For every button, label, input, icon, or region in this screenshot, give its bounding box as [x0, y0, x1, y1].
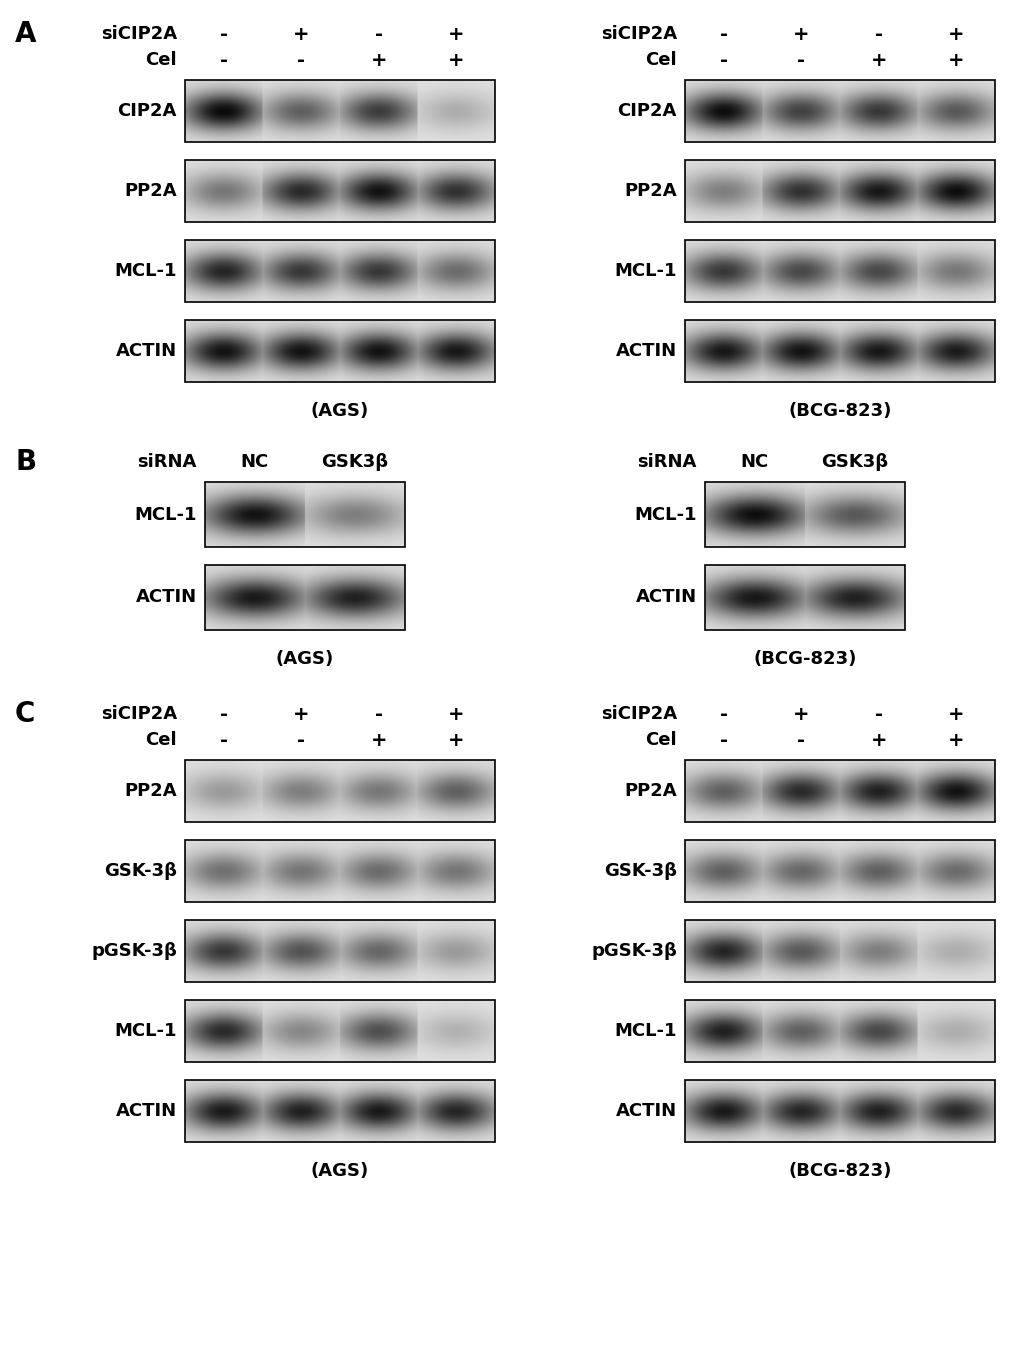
- Bar: [685, 1000, 994, 1062]
- Text: -: -: [219, 731, 227, 750]
- Text: -: -: [374, 705, 382, 724]
- Text: B: B: [15, 448, 36, 476]
- Text: A: A: [15, 20, 37, 48]
- Text: -: -: [297, 50, 305, 70]
- Text: -: -: [719, 731, 727, 750]
- Text: -: -: [797, 50, 804, 70]
- Text: +: +: [292, 705, 309, 724]
- Text: ACTIN: ACTIN: [615, 342, 677, 360]
- Bar: [184, 920, 494, 981]
- Bar: [685, 240, 994, 303]
- Bar: [685, 1079, 994, 1142]
- Text: siRNA: siRNA: [637, 453, 696, 472]
- Text: +: +: [869, 50, 887, 70]
- Text: +: +: [370, 50, 386, 70]
- Text: +: +: [447, 705, 464, 724]
- Text: Cel: Cel: [645, 731, 677, 750]
- Text: MCL-1: MCL-1: [135, 506, 197, 523]
- Text: Cel: Cel: [146, 731, 177, 750]
- Text: siCIP2A: siCIP2A: [101, 705, 177, 722]
- Text: PP2A: PP2A: [124, 782, 177, 800]
- Text: +: +: [947, 731, 964, 750]
- Bar: [704, 566, 904, 630]
- Text: -: -: [219, 50, 227, 70]
- Text: GSK-3β: GSK-3β: [104, 861, 177, 880]
- Text: pGSK-3β: pGSK-3β: [91, 942, 177, 960]
- Text: -: -: [797, 731, 804, 750]
- Text: -: -: [719, 50, 727, 70]
- Text: siRNA: siRNA: [138, 453, 197, 472]
- Bar: [184, 761, 494, 822]
- Text: MCL-1: MCL-1: [114, 1022, 177, 1040]
- Text: NC: NC: [240, 453, 269, 472]
- Text: ACTIN: ACTIN: [615, 1103, 677, 1120]
- Text: MCL-1: MCL-1: [613, 1022, 677, 1040]
- Text: (BCG-823): (BCG-823): [788, 1163, 891, 1180]
- Text: PP2A: PP2A: [624, 183, 677, 200]
- Bar: [184, 1000, 494, 1062]
- Text: Cel: Cel: [645, 50, 677, 70]
- Text: MCL-1: MCL-1: [634, 506, 696, 523]
- Text: +: +: [869, 731, 887, 750]
- Bar: [184, 240, 494, 303]
- Bar: [685, 320, 994, 382]
- Text: NC: NC: [740, 453, 768, 472]
- Text: PP2A: PP2A: [624, 782, 677, 800]
- Text: ACTIN: ACTIN: [116, 342, 177, 360]
- Text: pGSK-3β: pGSK-3β: [591, 942, 677, 960]
- Text: +: +: [447, 731, 464, 750]
- Text: +: +: [292, 25, 309, 44]
- Text: -: -: [874, 25, 881, 44]
- Text: CIP2A: CIP2A: [117, 102, 177, 120]
- Text: GSK-3β: GSK-3β: [603, 861, 677, 880]
- Text: (AGS): (AGS): [311, 402, 369, 420]
- Text: (BCG-823): (BCG-823): [788, 402, 891, 420]
- Text: GSK3β: GSK3β: [321, 453, 388, 472]
- Text: (BCG-823): (BCG-823): [753, 650, 856, 668]
- Text: -: -: [219, 25, 227, 44]
- Text: +: +: [947, 705, 964, 724]
- Text: MCL-1: MCL-1: [613, 262, 677, 279]
- Text: CIP2A: CIP2A: [618, 102, 677, 120]
- Text: -: -: [719, 705, 727, 724]
- Text: PP2A: PP2A: [124, 183, 177, 200]
- Bar: [184, 1079, 494, 1142]
- Bar: [205, 483, 405, 547]
- Text: +: +: [447, 50, 464, 70]
- Text: MCL-1: MCL-1: [114, 262, 177, 279]
- Bar: [685, 840, 994, 902]
- Text: -: -: [297, 731, 305, 750]
- Bar: [184, 159, 494, 222]
- Text: ACTIN: ACTIN: [635, 589, 696, 607]
- Text: +: +: [447, 25, 464, 44]
- Bar: [685, 761, 994, 822]
- Bar: [184, 80, 494, 142]
- Bar: [685, 920, 994, 981]
- Text: -: -: [219, 705, 227, 724]
- Text: +: +: [792, 705, 809, 724]
- Bar: [685, 159, 994, 222]
- Text: siCIP2A: siCIP2A: [600, 25, 677, 44]
- Text: -: -: [719, 25, 727, 44]
- Text: GSK3β: GSK3β: [820, 453, 888, 472]
- Text: (AGS): (AGS): [311, 1163, 369, 1180]
- Text: +: +: [947, 50, 964, 70]
- Text: +: +: [947, 25, 964, 44]
- Bar: [184, 840, 494, 902]
- Text: ACTIN: ACTIN: [136, 589, 197, 607]
- Text: siCIP2A: siCIP2A: [101, 25, 177, 44]
- Bar: [685, 80, 994, 142]
- Bar: [205, 566, 405, 630]
- Text: siCIP2A: siCIP2A: [600, 705, 677, 722]
- Text: C: C: [15, 701, 36, 728]
- Bar: [704, 483, 904, 547]
- Text: Cel: Cel: [146, 50, 177, 70]
- Text: -: -: [374, 25, 382, 44]
- Text: ACTIN: ACTIN: [116, 1103, 177, 1120]
- Bar: [184, 320, 494, 382]
- Text: -: -: [874, 705, 881, 724]
- Text: (AGS): (AGS): [275, 650, 334, 668]
- Text: +: +: [370, 731, 386, 750]
- Text: +: +: [792, 25, 809, 44]
